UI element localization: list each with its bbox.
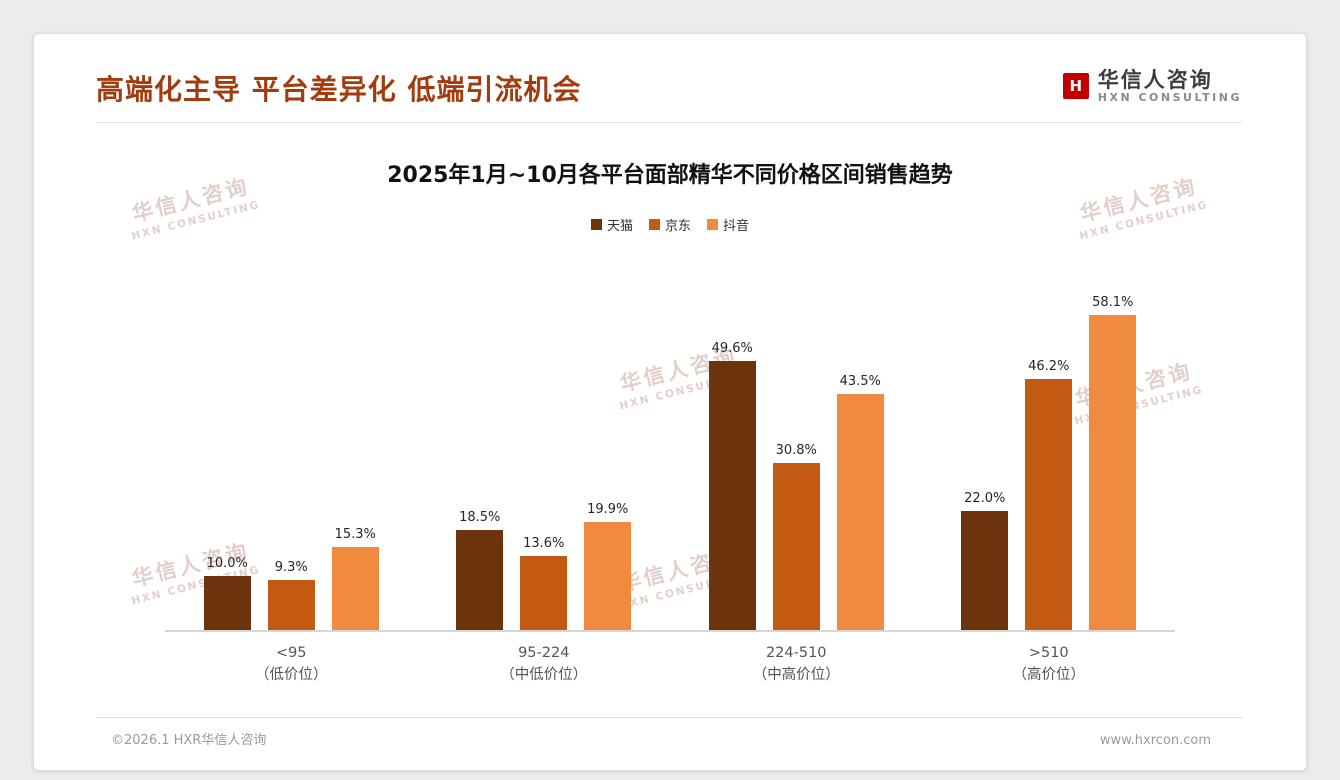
legend-item: 京东 <box>648 215 691 234</box>
x-axis-label: <95 （低价位） <box>191 642 391 687</box>
x-axis-label-sub: （高价位） <box>1012 667 1086 684</box>
company-logo: H 华信人咨询 HXN CONSULTING <box>1062 68 1242 105</box>
bar-column: 43.5% <box>836 373 884 630</box>
bar <box>267 579 315 630</box>
bar <box>772 462 820 630</box>
bar-column: 18.5% <box>456 509 504 630</box>
x-axis-label-main: 95-224 <box>518 645 570 661</box>
bar-column: 30.8% <box>772 442 820 630</box>
x-axis-label-sub: （中高价位） <box>752 667 840 684</box>
bar-value-label: 22.0% <box>964 490 1006 506</box>
bar-group: 22.0% 46.2% 58.1% <box>949 295 1149 630</box>
x-axis-label: 95-224 （中低价位） <box>444 642 644 687</box>
x-axis-labels: <95 （低价位） 95-224 （中低价位） 224-510 （中高价位） >510 （高价… <box>165 642 1175 687</box>
bar-column: 49.6% <box>708 340 756 630</box>
x-axis-label: 224-510 （中高价位） <box>696 642 896 687</box>
bar <box>708 360 756 630</box>
bar <box>331 546 379 630</box>
bar-value-label: 58.1% <box>1092 294 1134 310</box>
chart-legend: 天猫 京东 抖音 <box>34 215 1306 234</box>
logo-subtitle: HXN CONSULTING <box>1097 91 1242 105</box>
bar-group: 49.6% 30.8% 43.5% <box>696 341 896 630</box>
chart-title: 2025年1月~10月各平台面部精华不同价格区间销售趋势 <box>387 163 953 188</box>
chart-area: 10.0% 9.3% 15.3% 18.5% 13.6% 19.9% 49.6% 30.8% 4… <box>165 250 1175 687</box>
legend-item: 抖音 <box>707 215 749 234</box>
bar-column: 46.2% <box>1025 359 1073 630</box>
legend-swatch <box>648 219 660 230</box>
logo-icon: H <box>1062 73 1089 100</box>
legend-label: 抖音 <box>723 219 750 234</box>
bar-value-label: 10.0% <box>206 555 248 571</box>
legend-swatch <box>707 219 718 230</box>
bar-value-label: 30.8% <box>775 442 817 458</box>
footer-divider <box>96 717 1242 718</box>
bar-value-label: 15.3% <box>334 526 376 542</box>
x-axis-label-main: 224-510 <box>765 645 827 661</box>
legend-item: 天猫 <box>590 215 633 234</box>
footer-website: www.hxrcon.com <box>1099 733 1211 748</box>
legend-swatch <box>590 219 602 230</box>
bar <box>1025 379 1073 630</box>
x-axis-label-sub: （低价位） <box>255 667 328 684</box>
slide-card: 华信人咨询 HXN CONSULTING 华信人咨询 HXN CONSULTIN… <box>33 33 1307 771</box>
bar <box>1089 314 1137 630</box>
footer-copyright: ©2026.1 HXR华信人咨询 <box>111 733 267 748</box>
x-axis-label: >510 （高价位） <box>949 642 1149 687</box>
page-title: 高端化主导 平台差异化 低端引流机会 <box>96 73 582 106</box>
x-axis-label-sub: （中低价位） <box>500 667 588 684</box>
legend-label: 京东 <box>664 219 691 234</box>
chart-plot: 10.0% 9.3% 15.3% 18.5% 13.6% 19.9% 49.6% 30.8% 4… <box>165 250 1175 632</box>
bar-value-label: 19.9% <box>587 501 629 517</box>
bar-column: 58.1% <box>1089 294 1137 630</box>
bar-column: 13.6% <box>520 536 568 630</box>
bar <box>520 556 568 630</box>
bar-column: 19.9% <box>584 501 632 630</box>
x-axis-label-main: <95 <box>275 645 307 661</box>
bar <box>456 529 504 630</box>
bar <box>203 575 251 630</box>
bar-value-label: 43.5% <box>839 373 881 389</box>
bar-column: 10.0% <box>203 555 251 630</box>
bar-group: 10.0% 9.3% 15.3% <box>191 527 391 630</box>
bar-value-label: 46.2% <box>1028 359 1070 375</box>
bar-column: 22.0% <box>961 490 1009 630</box>
bar-value-label: 9.3% <box>274 559 308 575</box>
bar <box>584 521 632 630</box>
bar <box>836 393 884 630</box>
bar-column: 9.3% <box>267 559 315 630</box>
bar-value-label: 13.6% <box>523 536 565 552</box>
bar-column: 15.3% <box>331 526 379 630</box>
logo-name: 华信人咨询 <box>1097 68 1213 92</box>
bar-value-label: 49.6% <box>711 340 753 356</box>
legend-label: 天猫 <box>606 219 633 234</box>
bar <box>961 510 1009 630</box>
slide-header: 高端化主导 平台差异化 低端引流机会 H 华信人咨询 HXN CONSULTIN… <box>34 34 1306 108</box>
x-axis-label-main: >510 <box>1028 645 1069 661</box>
bar-value-label: 18.5% <box>459 509 501 525</box>
bar-group: 18.5% 13.6% 19.9% <box>444 502 644 630</box>
title-divider <box>96 122 1242 123</box>
